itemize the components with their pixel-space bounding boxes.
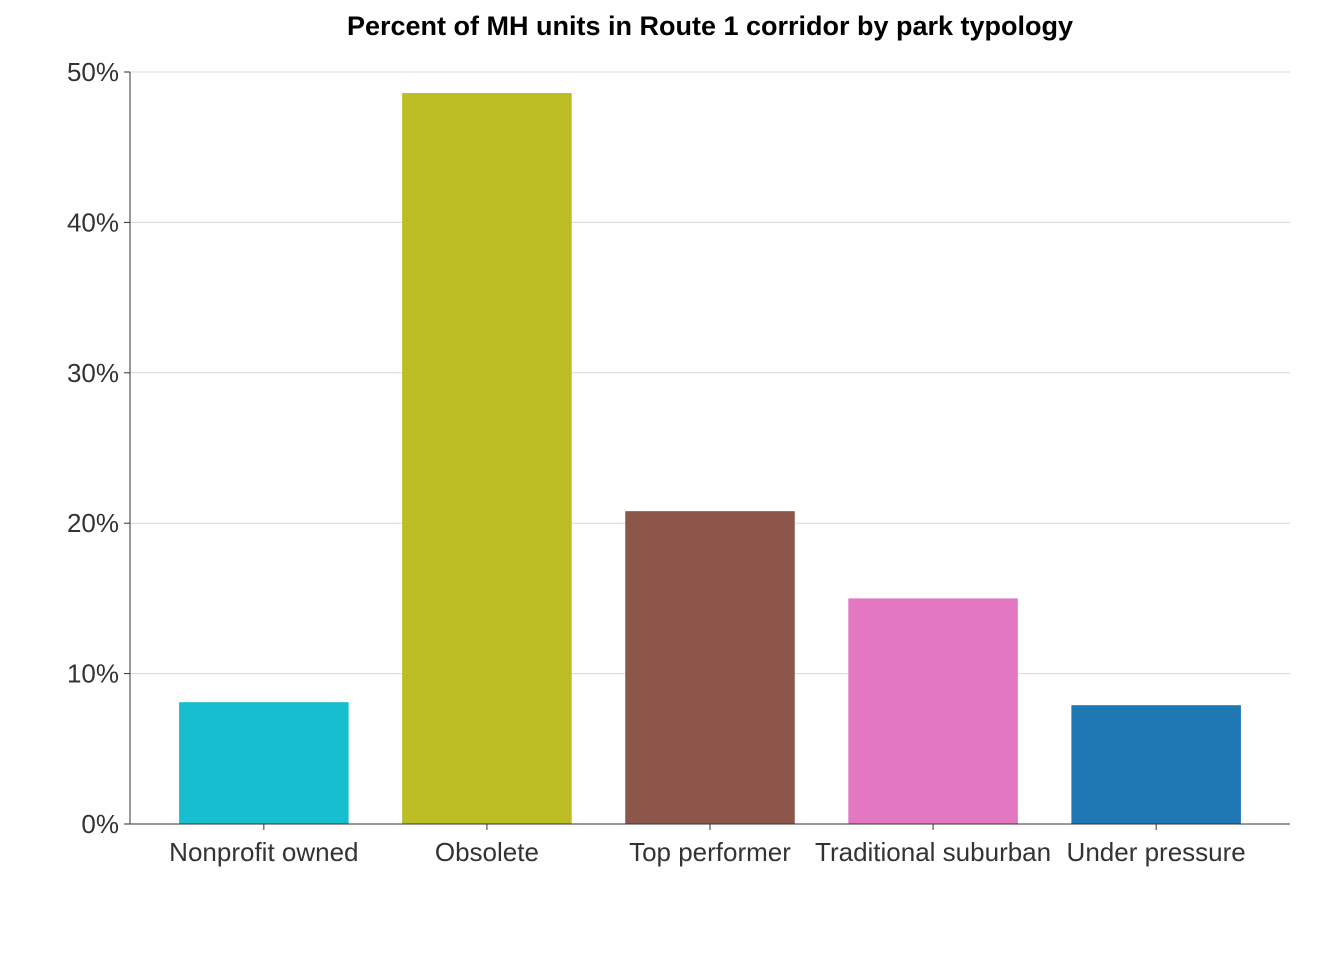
x-tick-label-0: Nonprofit owned (169, 837, 358, 867)
y-tick-label-2: 20% (67, 508, 119, 538)
gridlines (130, 71, 1290, 675)
y-tick-label-3: 30% (67, 358, 119, 388)
x-axis-ticks: Nonprofit owned Obsolete Top performer Trad… (169, 824, 1246, 867)
bar-0 (179, 702, 349, 824)
y-tick-label-4: 40% (67, 207, 119, 237)
bar-1 (402, 93, 572, 824)
x-tick-label-4: Under pressure (1067, 837, 1246, 867)
x-tick-label-2: Top performer (629, 837, 791, 867)
bar-3 (848, 598, 1018, 824)
bars (179, 93, 1241, 824)
bar-2 (625, 511, 795, 824)
chart-title: Percent of MH units in Route 1 corridor … (347, 11, 1073, 41)
x-tick-label-3: Traditional suburban (815, 837, 1051, 867)
bar-4 (1071, 705, 1241, 824)
y-tick-label-1: 10% (67, 659, 119, 689)
y-axis-ticks: 0% 10% 20% 30% 40% 50% (67, 57, 130, 839)
x-tick-label-1: Obsolete (435, 837, 539, 867)
y-tick-label-0: 0% (81, 809, 119, 839)
y-tick-label-5: 50% (67, 57, 119, 87)
